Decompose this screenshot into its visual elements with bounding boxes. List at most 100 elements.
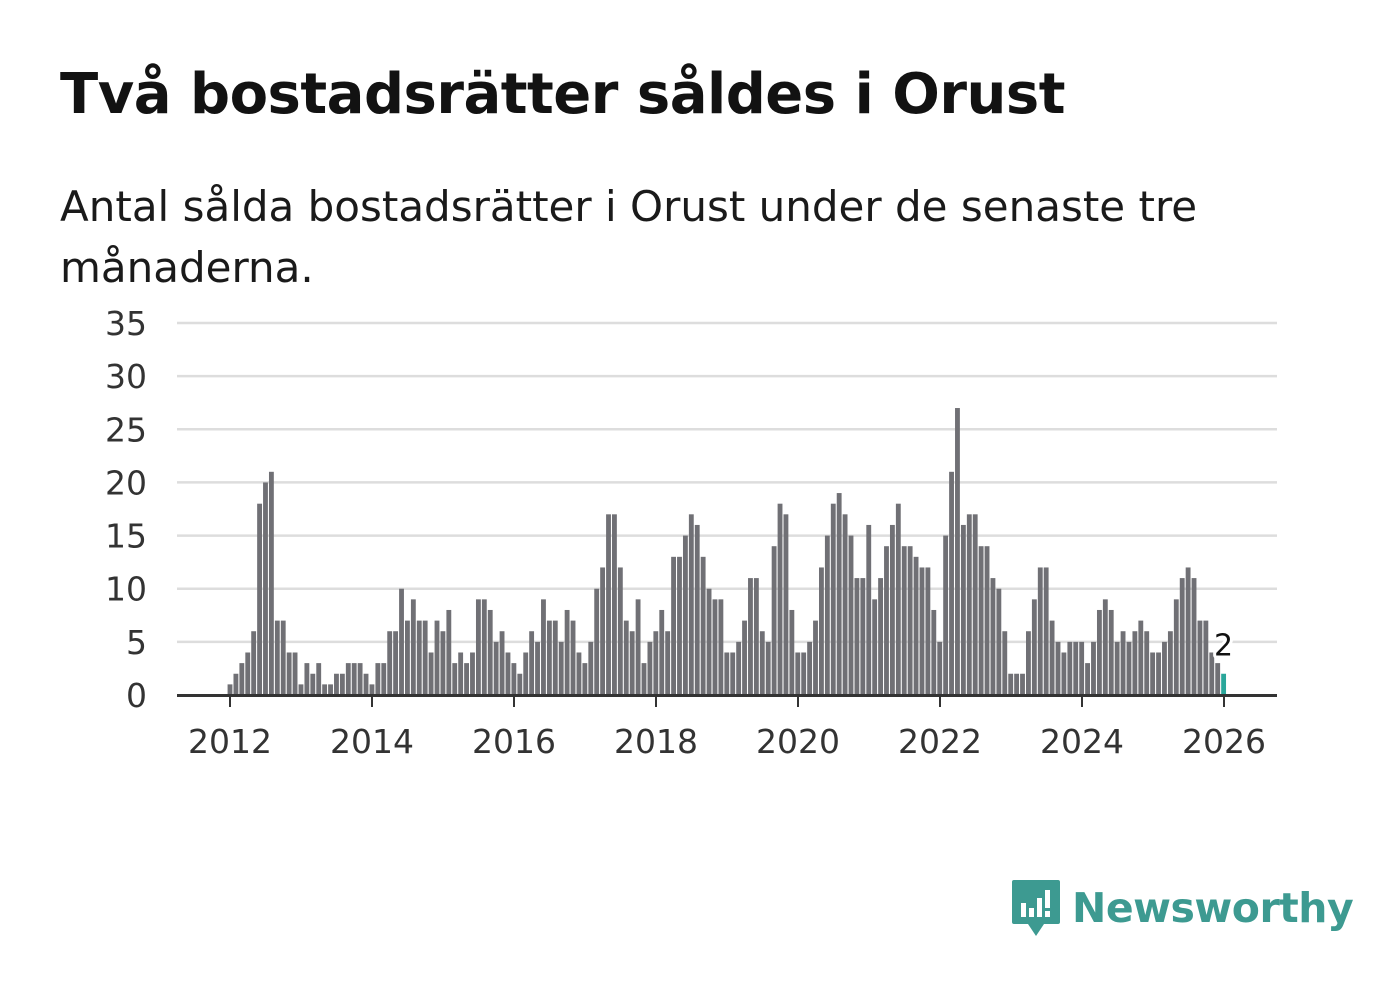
- bar: [807, 641, 813, 695]
- bar: [860, 578, 866, 695]
- bar: [464, 663, 469, 695]
- bar-highlight: [1221, 673, 1227, 695]
- bar: [1203, 620, 1209, 695]
- bar: [819, 567, 824, 695]
- bar: [363, 673, 369, 695]
- bar: [718, 599, 724, 695]
- bar: [1014, 673, 1020, 695]
- bar: [671, 556, 676, 695]
- bar: [1191, 578, 1197, 695]
- bar: [564, 609, 570, 695]
- bar: [292, 652, 298, 695]
- bar: [617, 567, 623, 695]
- x-tick-label: 2014: [330, 722, 414, 761]
- bar: [789, 609, 795, 695]
- brand-logo: Newsworthy: [1010, 878, 1354, 938]
- bar: [387, 631, 393, 695]
- bar: [529, 631, 535, 695]
- bar: [1002, 631, 1008, 695]
- highlight-data-label: 2: [1214, 629, 1233, 664]
- bar: [1037, 567, 1043, 695]
- bar: [1167, 631, 1173, 695]
- bar: [937, 641, 943, 695]
- y-tick-label: 0: [126, 676, 147, 715]
- bar: [535, 641, 540, 695]
- bar: [836, 493, 842, 695]
- bar: [541, 599, 546, 695]
- bar: [1209, 652, 1215, 695]
- bar: [375, 663, 381, 695]
- x-tick-label: 2018: [614, 722, 698, 761]
- gridlines: [177, 321, 1277, 644]
- bar: [943, 535, 949, 695]
- bar: [475, 599, 481, 695]
- bar: [517, 673, 523, 695]
- bar: [487, 609, 493, 695]
- bar: [268, 471, 274, 695]
- bar: [1096, 609, 1102, 695]
- bar: [795, 652, 801, 695]
- bar: [955, 408, 960, 695]
- bar: [913, 556, 919, 695]
- bar: [274, 620, 280, 695]
- bar: [351, 663, 357, 695]
- bar: [582, 663, 588, 695]
- bar: [700, 556, 706, 695]
- bar: [824, 535, 830, 695]
- bar: [1162, 641, 1167, 695]
- bar: [884, 546, 889, 695]
- bar: [588, 641, 594, 695]
- bar: [748, 578, 753, 695]
- bar: [1091, 641, 1096, 695]
- bar: [1156, 652, 1161, 695]
- bar: [410, 599, 416, 695]
- bar: [629, 631, 635, 695]
- newsworthy-logo-icon: [1012, 880, 1060, 936]
- bar: [623, 620, 629, 695]
- bar: [481, 599, 487, 695]
- bar: [1197, 620, 1203, 695]
- bar: [428, 652, 434, 695]
- bar: [1085, 663, 1090, 695]
- bar: [558, 641, 564, 695]
- bar: [677, 556, 682, 695]
- bar: [263, 482, 268, 695]
- bar: [1026, 631, 1031, 695]
- bar: [511, 663, 517, 695]
- bar: [493, 641, 499, 695]
- bar: [405, 620, 410, 695]
- x-tick-label: 2022: [898, 722, 982, 761]
- bar: [369, 684, 375, 695]
- bars: [227, 408, 1227, 695]
- bar: [960, 524, 966, 695]
- bar: [1073, 641, 1079, 695]
- bar: [771, 546, 777, 695]
- bar: [889, 524, 895, 695]
- bar: [227, 684, 233, 695]
- bar: [570, 620, 576, 695]
- bar: [753, 578, 759, 695]
- y-tick-label: 35: [105, 304, 147, 343]
- bar: [1043, 567, 1049, 695]
- bar: [576, 652, 582, 695]
- bar: [1067, 641, 1073, 695]
- bar: [830, 503, 836, 695]
- y-tick-label: 15: [105, 517, 147, 556]
- bar: [245, 652, 251, 695]
- bar: [546, 620, 552, 695]
- bar: [399, 588, 404, 695]
- data-labels: 2: [1211, 626, 1236, 667]
- bar: [1179, 578, 1185, 695]
- bar: [635, 599, 641, 695]
- bar: [759, 631, 765, 695]
- y-tick-label: 10: [105, 570, 147, 609]
- bar: [949, 471, 954, 695]
- bar: [1079, 641, 1085, 695]
- bar: [357, 663, 363, 695]
- bar: [334, 673, 339, 695]
- bar: [1126, 641, 1132, 695]
- bar: [594, 588, 600, 695]
- bar: [1031, 599, 1037, 695]
- bar: [878, 578, 883, 695]
- bar: [298, 684, 304, 695]
